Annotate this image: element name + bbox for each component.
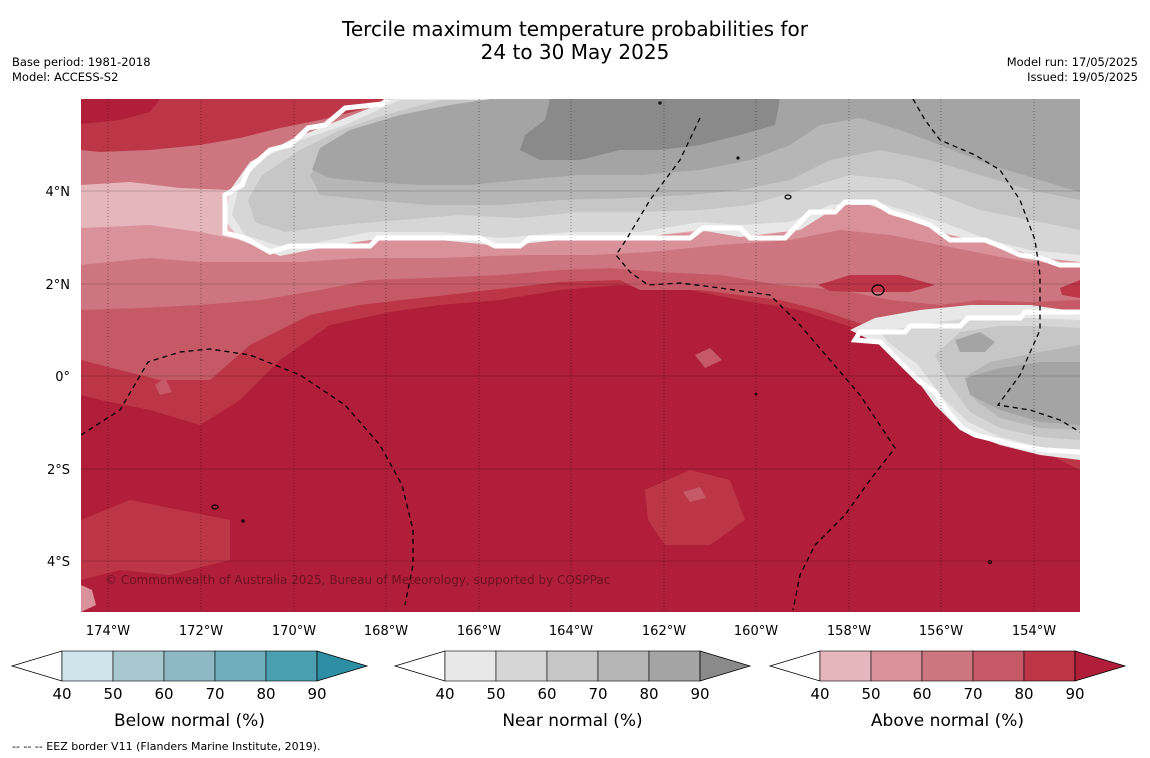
colorbar-tick-label: 50	[486, 685, 505, 703]
colorbar-low-extend	[10, 650, 63, 682]
colorbar-high-extend	[699, 650, 752, 682]
colorbar-title: Near normal (%)	[502, 711, 642, 731]
colorbar-above: 40 50 60 70 80 90 Above normal (%)	[768, 650, 1127, 731]
above-80-northwest	[81, 99, 390, 152]
eez-footnote: -- -- -- EEZ border V11 (Flanders Marine…	[12, 740, 321, 753]
colorbar-high-extend	[1074, 650, 1127, 682]
colorbar-high-extend	[316, 650, 369, 682]
above-80-patch-southwest	[81, 500, 230, 580]
lat-label: 4°S	[47, 555, 70, 570]
colorbar-segment	[214, 650, 267, 682]
near-70-patch-east	[955, 332, 995, 352]
copyright-notice: © Commonwealth of Australia 2025, Bureau…	[105, 573, 610, 587]
lat-label: 2°S	[47, 463, 70, 478]
lon-label: 166°W	[457, 624, 501, 639]
colorbar-segment	[870, 650, 923, 682]
colorbar-segment	[972, 650, 1025, 682]
colorbar-tick-label: 90	[307, 685, 326, 703]
colorbar-tick-label: 60	[912, 685, 931, 703]
colorbar-segment	[495, 650, 548, 682]
colorbar-title: Above normal (%)	[871, 711, 1024, 731]
colorbar-near: 40 50 60 70 80 90 Near normal (%)	[393, 650, 752, 731]
base-period: Base period: 1981-2018	[12, 55, 151, 69]
colorbar-title: Below normal (%)	[114, 711, 265, 731]
islands	[211, 101, 993, 565]
lon-label: 160°W	[734, 624, 778, 639]
above-80-patch-far-east	[1060, 280, 1080, 298]
colorbar-tick-label: 40	[810, 685, 829, 703]
title-line-1: Tercile maximum temperature probabilitie…	[342, 17, 808, 41]
above-60-patch-center	[695, 348, 722, 368]
model-name: Model: ACCESS-S2	[12, 70, 119, 84]
colorbar-tick-label: 80	[256, 685, 275, 703]
lat-label: 0°	[55, 370, 70, 385]
model-run: Model run: 17/05/2025	[1006, 55, 1138, 69]
colorbar-tick-label: 40	[435, 685, 454, 703]
lon-label: 170°W	[272, 624, 316, 639]
above-60-patch-south	[683, 487, 706, 502]
colorbar-tick-label: 50	[861, 685, 880, 703]
colorbar-segment	[1023, 650, 1076, 682]
colorbar-legends: 40 50 60 70 80 90 Below normal (%) 40 50 60 70 80 90…	[10, 650, 1127, 731]
above-80-patch-east	[818, 275, 935, 292]
colorbar-low-extend	[393, 650, 446, 682]
lon-label: 156°W	[919, 624, 963, 639]
colorbar-tick-label: 90	[1065, 685, 1084, 703]
tercile-boundary-north	[222, 99, 1080, 268]
colorbar-segment	[648, 650, 701, 682]
colorbar-segment	[163, 650, 216, 682]
colorbar-tick-label: 70	[205, 685, 224, 703]
chart-title: Tercile maximum temperature probabilitie…	[0, 18, 1150, 64]
lon-label: 154°W	[1012, 624, 1056, 639]
colorbar-tick-label: 70	[963, 685, 982, 703]
colorbar-low-extend	[768, 650, 821, 682]
lat-label: 4°N	[46, 185, 71, 200]
longitude-labels: 174°W 172°W 170°W 168°W 166°W 164°W 162°…	[86, 624, 1056, 639]
above-40-patch-southwest	[81, 585, 96, 612]
colorbar-below: 40 50 60 70 80 90 Below normal (%)	[10, 650, 369, 731]
lon-label: 174°W	[86, 624, 130, 639]
latitude-lines	[81, 190, 1080, 562]
colorbar-tick-label: 50	[103, 685, 122, 703]
latitude-labels: 4°N 2°N 0° 2°S 4°S	[46, 185, 71, 570]
tercile-boundary-east	[850, 309, 1080, 455]
above-80-patch-south	[645, 470, 745, 545]
colorbar-segment	[597, 650, 650, 682]
lat-label: 2°N	[46, 278, 71, 293]
colorbar-tick-label: 80	[639, 685, 658, 703]
metadata-left: Base period: 1981-2018 Model: ACCESS-S2	[12, 55, 151, 85]
lon-label: 158°W	[827, 624, 871, 639]
colorbar-segment	[546, 650, 599, 682]
above-90-northwest	[81, 99, 160, 124]
colorbar-tick-label: 90	[690, 685, 709, 703]
colorbar-tick-label: 70	[588, 685, 607, 703]
metadata-right: Model run: 17/05/2025 Issued: 19/05/2025	[1007, 55, 1138, 85]
colorbar-tick-label: 60	[154, 685, 173, 703]
colorbar-segment	[819, 650, 872, 682]
near-90-north	[520, 99, 780, 160]
colorbar-segment	[61, 650, 114, 682]
issued-date: Issued: 19/05/2025	[1027, 70, 1138, 84]
colorbar-tick-label: 60	[537, 685, 556, 703]
title-line-2: 24 to 30 May 2025	[480, 40, 670, 64]
map-field: © Commonwealth of Australia 2025, Bureau…	[81, 99, 1080, 612]
colorbar-tick-label: 40	[52, 685, 71, 703]
lon-label: 162°W	[642, 624, 686, 639]
eez-borders	[81, 99, 1080, 611]
lon-label: 164°W	[549, 624, 593, 639]
above-60-patch-west	[155, 378, 172, 395]
lon-label: 172°W	[179, 624, 223, 639]
colorbar-segment	[444, 650, 497, 682]
lon-label: 168°W	[364, 624, 408, 639]
colorbar-segment	[265, 650, 318, 682]
colorbar-segment	[921, 650, 974, 682]
colorbar-segment	[112, 650, 165, 682]
colorbar-tick-label: 80	[1014, 685, 1033, 703]
near-80-east	[965, 362, 1080, 425]
